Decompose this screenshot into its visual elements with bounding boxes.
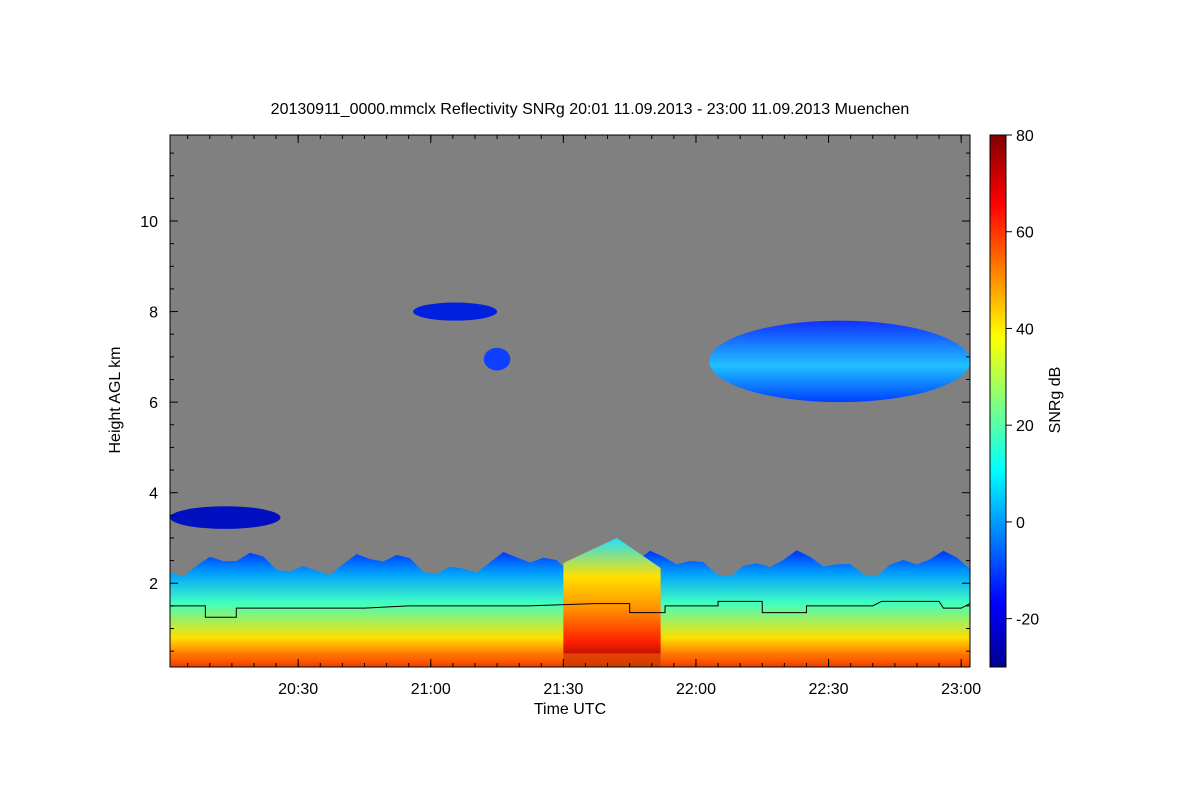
y-tick-label-4: 10 [140, 214, 158, 231]
x-tick-label-2: 21:30 [543, 681, 583, 698]
chart-title: 20130911_0000.mmclx Reflectivity SNRg 20… [271, 101, 910, 118]
colorbar-gradient [989, 134, 1007, 668]
y-tick-label-1: 4 [149, 486, 158, 503]
colorbar-tick-label-5: 80 [1016, 128, 1034, 145]
y-axis: 2 4 6 8 10 [140, 152, 970, 652]
plot-frame [169, 134, 971, 668]
feature-2 [709, 320, 970, 403]
x-tick-label-1: 21:00 [411, 681, 451, 698]
x-tick-label-4: 22:30 [809, 681, 849, 698]
y-axis-label: Height AGL km [107, 346, 124, 453]
plot-area [169, 134, 971, 668]
feature-4 [413, 302, 498, 321]
colorbar-tick-label-1: 0 [1016, 515, 1025, 532]
feature-5 [170, 506, 281, 529]
colorbar: -20 0 20 40 60 80 [989, 128, 1039, 668]
black-line-series [170, 600, 971, 618]
x-axis-label: Time UTC [534, 701, 606, 718]
y-tick-label-2: 6 [149, 395, 158, 412]
x-tick-label-5: 23:00 [941, 681, 981, 698]
feature-1 [563, 537, 661, 667]
y-tick-label-3: 8 [149, 305, 158, 322]
colorbar-tick-label-0: -20 [1016, 612, 1039, 629]
colorbar-tick-label-2: 20 [1016, 418, 1034, 435]
feature-3 [483, 347, 511, 371]
surface-band [170, 653, 970, 667]
x-tick-label-3: 22:00 [676, 681, 716, 698]
y-tick-label-0: 2 [149, 576, 158, 593]
x-axis: 20:30 21:00 21:30 22:00 22:30 23:00 [187, 135, 981, 698]
x-tick-label-0: 20:30 [278, 681, 318, 698]
colorbar-label: SNRg dB [1047, 367, 1064, 434]
colorbar-tick-label-3: 40 [1016, 321, 1034, 338]
colorbar-tick-label-4: 60 [1016, 225, 1034, 242]
